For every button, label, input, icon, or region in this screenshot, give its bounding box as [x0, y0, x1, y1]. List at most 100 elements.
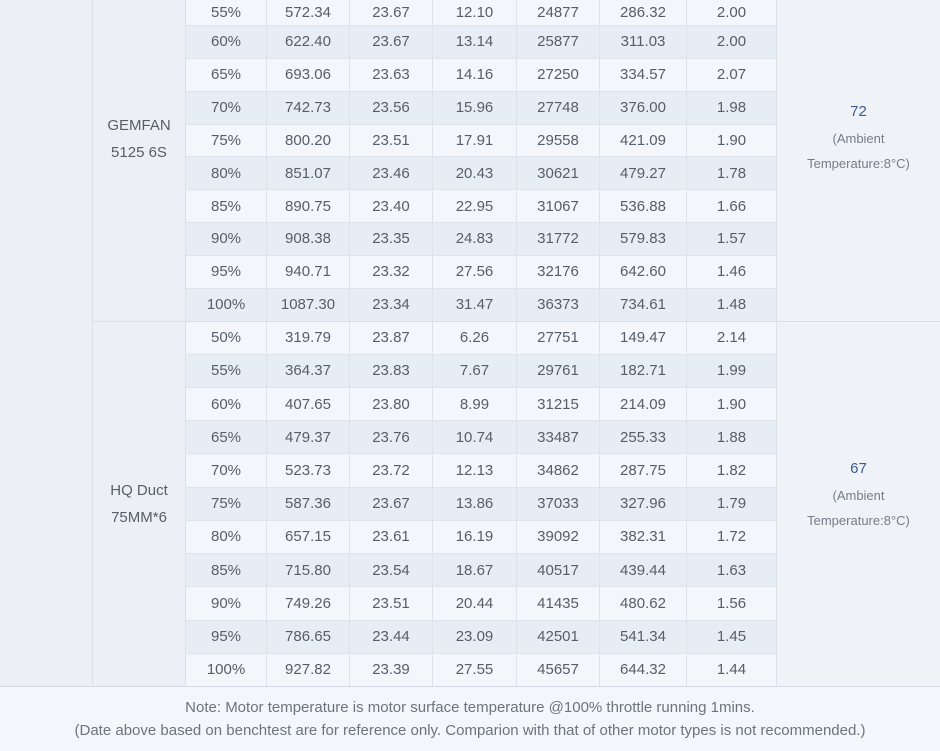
prop-name-line1: HQ Duct: [110, 481, 168, 499]
cell-throttle: 70%: [186, 454, 267, 487]
cell-voltage_v: 23.39: [350, 653, 433, 686]
cell-rpm: 32176: [517, 255, 600, 288]
cell-thrust_g: 890.75: [267, 190, 350, 223]
cell-thrust_g: 622.40: [267, 26, 350, 58]
cell-throttle: 95%: [186, 620, 267, 653]
cell-throttle: 85%: [186, 190, 267, 223]
cell-voltage_v: 23.83: [350, 354, 433, 387]
cell-current_a: 6.26: [433, 321, 517, 354]
section-gemfan-5125-6s: GEMFAN 5125 6S 55% 572.34 23.67 12.10 24877 2…: [93, 0, 940, 322]
cell-rpm: 25877: [517, 26, 600, 58]
cell-voltage_v: 23.51: [350, 587, 433, 620]
table-row: 95% 786.65 23.44 23.09 42501 541.34 1.45: [186, 619, 777, 653]
cell-throttle: 75%: [186, 487, 267, 520]
table-row: 65% 479.37 23.76 10.74 33487 255.33 1.88: [186, 420, 777, 454]
cell-throttle: 75%: [186, 124, 267, 157]
cell-rpm: 30621: [517, 157, 600, 190]
cell-voltage_v: 23.67: [350, 26, 433, 58]
cell-voltage_v: 23.76: [350, 421, 433, 454]
cell-voltage_v: 23.56: [350, 91, 433, 124]
cell-current_a: 31.47: [433, 288, 517, 321]
cell-thrust_g: 407.65: [267, 387, 350, 421]
cell-thrust_g: 572.34: [267, 0, 350, 25]
cell-power_w: 376.00: [600, 91, 687, 124]
table-row: 60% 407.65 23.80 8.99 31215 214.09 1.90: [186, 386, 777, 421]
cell-thrust_g: 364.37: [267, 354, 350, 387]
cell-efficiency_g_w: 2.00: [687, 26, 777, 58]
cell-thrust_g: 786.65: [267, 620, 350, 653]
table-row: 90% 908.38 23.35 24.83 31772 579.83 1.57: [186, 222, 777, 255]
cell-throttle: 80%: [186, 520, 267, 554]
cell-power_w: 149.47: [600, 321, 687, 354]
cell-throttle: 95%: [186, 255, 267, 288]
cell-power_w: 214.09: [600, 387, 687, 421]
cell-current_a: 27.56: [433, 255, 517, 288]
motor-benchtest-table: GEMFAN 5125 6S 55% 572.34 23.67 12.10 24877 2…: [0, 0, 940, 687]
cell-current_a: 17.91: [433, 124, 517, 157]
cell-voltage_v: 23.51: [350, 124, 433, 157]
table-row: 75% 800.20 23.51 17.91 29558 421.09 1.90: [186, 123, 777, 157]
table-row: 55% 572.34 23.67 12.10 24877 286.32 2.00: [186, 0, 777, 25]
cell-throttle: 55%: [186, 0, 267, 25]
cell-rpm: 40517: [517, 554, 600, 587]
cell-efficiency_g_w: 1.63: [687, 554, 777, 587]
cell-efficiency_g_w: 2.07: [687, 58, 777, 91]
table-row: 95% 940.71 23.32 27.56 32176 642.60 1.46: [186, 254, 777, 288]
cell-thrust_g: 715.80: [267, 554, 350, 587]
cell-rpm: 39092: [517, 520, 600, 554]
table-row: 80% 657.15 23.61 16.19 39092 382.31 1.72: [186, 519, 777, 554]
table-row: 85% 890.75 23.40 22.95 31067 536.88 1.66: [186, 189, 777, 223]
cell-voltage_v: 23.44: [350, 620, 433, 653]
cell-power_w: 479.27: [600, 157, 687, 190]
cell-thrust_g: 908.38: [267, 223, 350, 255]
motor-temperature-cell: 72 (Ambient Temperature:8°C): [777, 0, 940, 321]
cell-throttle: 60%: [186, 26, 267, 58]
cell-efficiency_g_w: 1.79: [687, 487, 777, 520]
cell-efficiency_g_w: 1.82: [687, 454, 777, 487]
cell-current_a: 13.14: [433, 26, 517, 58]
cell-power_w: 182.71: [600, 354, 687, 387]
motor-temperature-cell: 67 (Ambient Temperature:8°C): [777, 321, 940, 686]
cell-throttle: 90%: [186, 223, 267, 255]
cell-current_a: 20.44: [433, 587, 517, 620]
cell-voltage_v: 23.80: [350, 387, 433, 421]
cell-efficiency_g_w: 1.44: [687, 653, 777, 686]
cell-rpm: 41435: [517, 587, 600, 620]
table-row: 80% 851.07 23.46 20.43 30621 479.27 1.78: [186, 156, 777, 190]
cell-thrust_g: 749.26: [267, 587, 350, 620]
cell-voltage_v: 23.46: [350, 157, 433, 190]
cell-thrust_g: 800.20: [267, 124, 350, 157]
cell-power_w: 327.96: [600, 487, 687, 520]
cell-throttle: 60%: [186, 387, 267, 421]
cell-thrust_g: 940.71: [267, 255, 350, 288]
cell-power_w: 579.83: [600, 223, 687, 255]
cell-power_w: 541.34: [600, 620, 687, 653]
table-row: 100% 1087.30 23.34 31.47 36373 734.61 1.48: [186, 287, 777, 321]
prop-name-line2: 75MM*6: [111, 508, 167, 526]
cell-power_w: 334.57: [600, 58, 687, 91]
cell-rpm: 45657: [517, 653, 600, 686]
note-line1: Note: Motor temperature is motor surface…: [185, 699, 755, 716]
cell-thrust_g: 693.06: [267, 58, 350, 91]
cell-current_a: 20.43: [433, 157, 517, 190]
cell-efficiency_g_w: 1.99: [687, 354, 777, 387]
cell-rpm: 24877: [517, 0, 600, 25]
cell-thrust_g: 742.73: [267, 91, 350, 124]
data-rows: 55% 572.34 23.67 12.10 24877 286.32 2.00 60% 622…: [186, 0, 777, 321]
cell-throttle: 85%: [186, 554, 267, 587]
cell-rpm: 29761: [517, 354, 600, 387]
cell-thrust_g: 587.36: [267, 487, 350, 520]
cell-rpm: 34862: [517, 454, 600, 487]
cell-current_a: 27.55: [433, 653, 517, 686]
cell-thrust_g: 851.07: [267, 157, 350, 190]
table-row: 85% 715.80 23.54 18.67 40517 439.44 1.63: [186, 553, 777, 587]
cell-power_w: 644.32: [600, 653, 687, 686]
cell-voltage_v: 23.67: [350, 487, 433, 520]
table-row: 100% 927.82 23.39 27.55 45657 644.32 1.44: [186, 652, 777, 686]
cell-rpm: 31215: [517, 387, 600, 421]
cell-rpm: 31067: [517, 190, 600, 223]
cell-efficiency_g_w: 2.00: [687, 0, 777, 25]
cell-efficiency_g_w: 1.72: [687, 520, 777, 554]
cell-rpm: 37033: [517, 487, 600, 520]
